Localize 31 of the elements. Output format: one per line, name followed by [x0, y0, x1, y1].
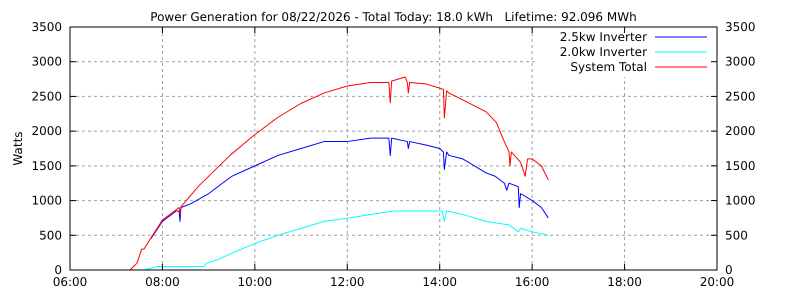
x-tick-label: 12:00 [330, 275, 365, 289]
y2-tick-label: 500 [725, 228, 748, 242]
x-tick-label: 20:00 [700, 275, 734, 289]
x-tick-label: 14:00 [422, 275, 458, 289]
y-tick-label: 0 [54, 263, 62, 277]
chart-title: Power Generation for 08/22/2026 - Total Today: 18.0 kWh Lifetime: 92.096 MWh [150, 10, 637, 24]
x-tick-label: 06:00 [52, 275, 88, 289]
y2-tick-label: 0 [725, 263, 733, 277]
y-tick-label: 1000 [31, 194, 62, 208]
y-tick-label: 1500 [31, 158, 62, 173]
y2-tick-label: 2500 [725, 89, 756, 104]
line-series [150, 138, 549, 240]
x-tick-label: 18:00 [607, 275, 642, 289]
legend-label: System Total [570, 60, 647, 74]
y-tick-label: 3000 [31, 54, 62, 69]
y-tick-label: 500 [39, 228, 62, 242]
y2-tick-label: 3000 [725, 54, 756, 69]
y2-tick-label: 1500 [725, 158, 756, 173]
y-axis-title: Watts [11, 131, 25, 166]
legend-label: 2.5kw Inverter [560, 30, 648, 44]
legend-label: 2.0kw Inverter [560, 45, 648, 59]
y-tick-label: 3500 [31, 20, 62, 34]
line-series [130, 76, 549, 270]
y-tick-label: 2500 [31, 89, 62, 104]
y-tick-label: 2000 [31, 124, 62, 138]
x-tick-label: 16:00 [514, 275, 550, 289]
y2-tick-label: 3500 [725, 20, 756, 34]
y2-tick-label: 2000 [725, 124, 756, 138]
x-tick-label: 10:00 [238, 275, 272, 289]
y2-tick-label: 1000 [725, 194, 756, 208]
x-tick-label: 08:00 [145, 275, 180, 289]
